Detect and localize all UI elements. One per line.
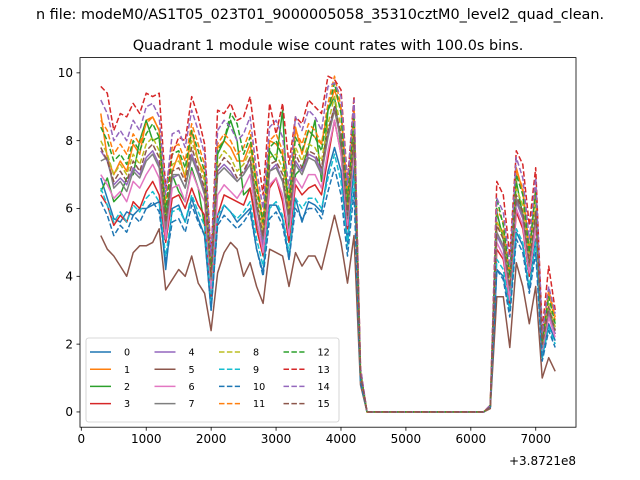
y-tick-label: 6 bbox=[65, 202, 73, 216]
series-line-10 bbox=[100, 167, 556, 413]
x-tick-label: 4000 bbox=[326, 432, 357, 446]
x-tick-label: 3000 bbox=[261, 432, 292, 446]
legend-label-1: 1 bbox=[124, 365, 130, 376]
chart-title: Quadrant 1 module wise count rates with … bbox=[133, 38, 524, 54]
y-tick-label: 2 bbox=[65, 337, 73, 351]
legend-label-7: 7 bbox=[189, 399, 195, 410]
series-line-9 bbox=[100, 153, 556, 413]
legend-label-3: 3 bbox=[124, 399, 130, 410]
figure-suptitle: n file: modeM0/AS1T05_023T01_9000005058_… bbox=[36, 7, 604, 23]
legend-label-6: 6 bbox=[189, 382, 195, 393]
x-tick-label: 1000 bbox=[131, 432, 162, 446]
legend-box bbox=[85, 337, 340, 423]
series-layer bbox=[100, 75, 556, 413]
legend-label-13: 13 bbox=[318, 365, 330, 376]
series-line-15 bbox=[100, 106, 556, 413]
legend-label-2: 2 bbox=[124, 382, 130, 393]
legend-label-9: 9 bbox=[253, 365, 259, 376]
x-tick-label: 5000 bbox=[391, 432, 422, 446]
x-tick-label: 6000 bbox=[456, 432, 487, 446]
y-tick-label: 4 bbox=[65, 270, 73, 284]
series-line-12 bbox=[100, 82, 556, 413]
legend-label-11: 11 bbox=[253, 399, 265, 410]
x-offset-label: +3.8721e8 bbox=[509, 454, 576, 468]
x-tick-label: 0 bbox=[77, 432, 85, 446]
y-tick-label: 8 bbox=[65, 134, 73, 148]
x-tick-label: 7000 bbox=[520, 432, 551, 446]
legend-label-15: 15 bbox=[318, 399, 330, 410]
legend-label-12: 12 bbox=[318, 348, 330, 359]
y-tick-label: 10 bbox=[58, 66, 73, 80]
y-tick-label: 0 bbox=[65, 405, 73, 419]
axes-spines bbox=[79, 57, 577, 428]
legend-label-10: 10 bbox=[253, 382, 265, 393]
x-tick-label: 2000 bbox=[196, 432, 227, 446]
legend-label-0: 0 bbox=[124, 348, 130, 359]
legend-label-4: 4 bbox=[189, 348, 195, 359]
legend-label-14: 14 bbox=[318, 382, 330, 393]
legend-label-5: 5 bbox=[189, 365, 195, 376]
legend-label-8: 8 bbox=[253, 348, 259, 359]
